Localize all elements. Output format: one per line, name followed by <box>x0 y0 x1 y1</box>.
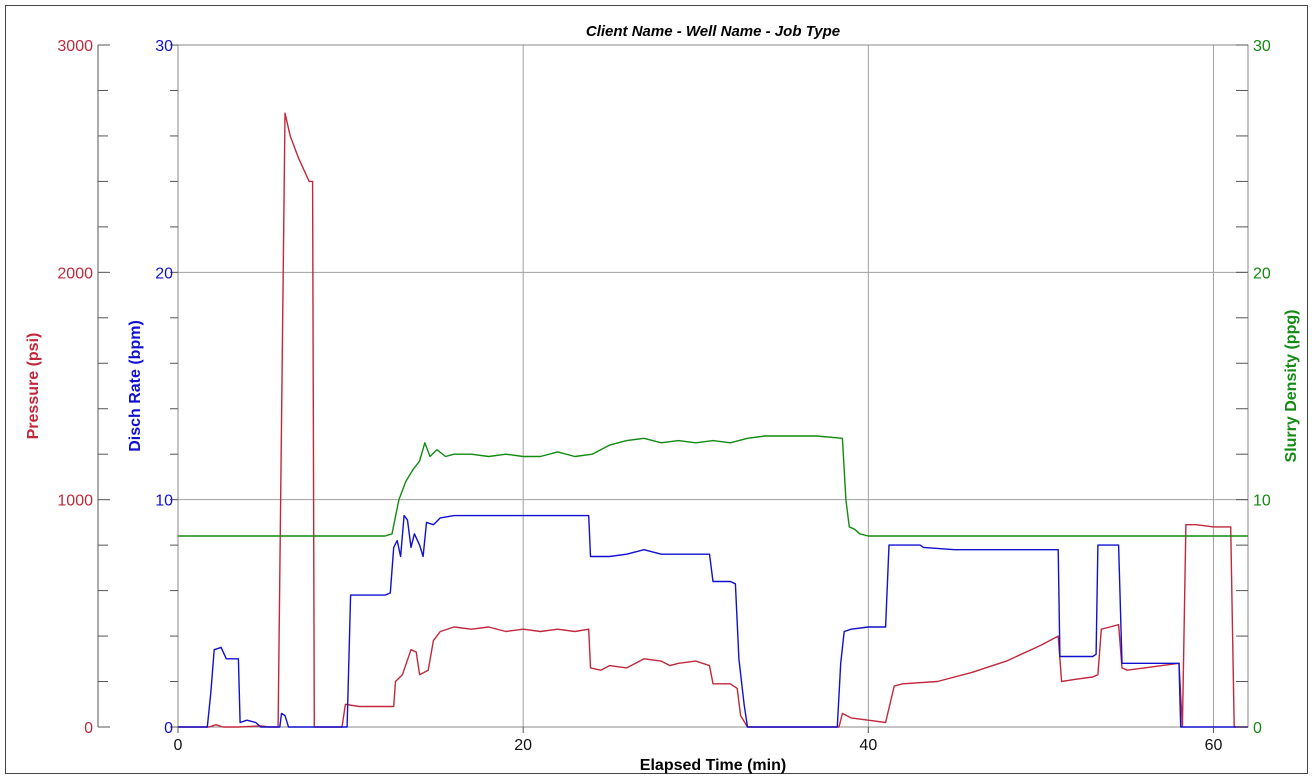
density-series-line <box>178 435 1248 537</box>
rate-tick-label: 10 <box>155 493 173 510</box>
pressure-tick-label: 3000 <box>57 38 93 55</box>
series-layer <box>178 112 1248 728</box>
density-tick-label: 30 <box>1253 38 1271 55</box>
rate-tick-label: 0 <box>164 720 173 737</box>
plot-area-border <box>177 44 1249 728</box>
chart-title: Client Name - Well Name - Job Type <box>586 23 840 40</box>
x-tick-label: 0 <box>174 737 183 754</box>
density-tick-label: 0 <box>1253 720 1262 737</box>
density-tick-label: 20 <box>1253 265 1271 282</box>
pressure-series-line <box>178 112 1248 728</box>
x-tick-label: 40 <box>859 737 877 754</box>
density-axis-title: Slurry Density (ppg) <box>1283 310 1300 463</box>
rate-tick-label: 30 <box>155 38 173 55</box>
pressure-tick-label: 0 <box>84 720 93 737</box>
rate-axis-title: Disch Rate (bpm) <box>127 320 144 452</box>
gridlines <box>178 45 1248 727</box>
x-tick-label: 20 <box>514 737 532 754</box>
chart-frame <box>5 5 1308 774</box>
axes-layer: 0 20 40 60 0 1000 2000 3000 0 10 20 30 0 10 20 30 <box>57 38 1270 754</box>
pressure-axis-title: Pressure (psi) <box>25 333 42 440</box>
rate-tick-label: 20 <box>155 265 173 282</box>
rate-series-line <box>178 514 1248 728</box>
pressure-tick-label: 2000 <box>57 265 93 282</box>
density-tick-label: 10 <box>1253 493 1271 510</box>
pressure-tick-label: 1000 <box>57 493 93 510</box>
x-axis-title: Elapsed Time (min) <box>640 757 786 774</box>
x-tick-label: 60 <box>1205 737 1223 754</box>
